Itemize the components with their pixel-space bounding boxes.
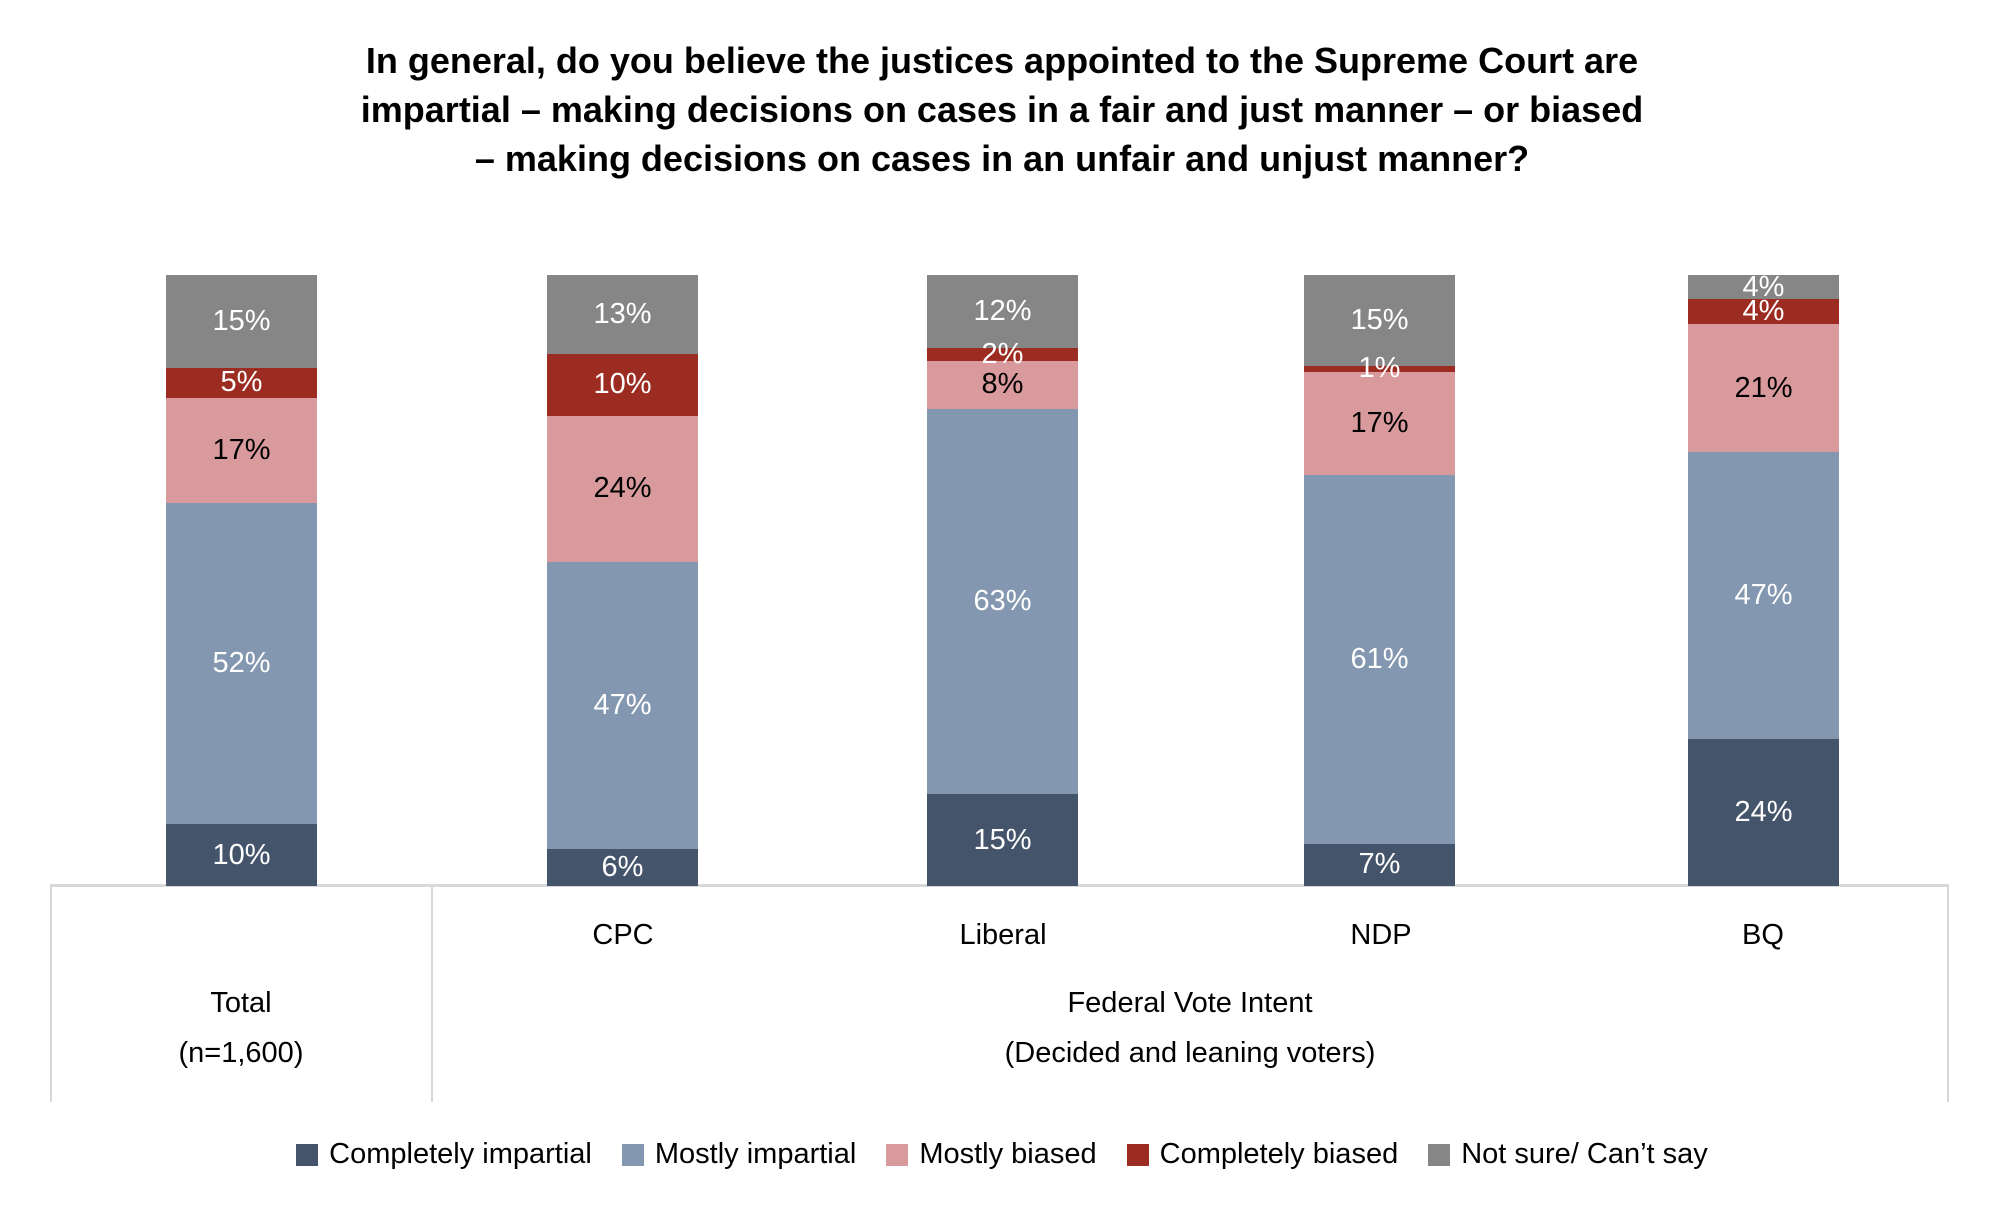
bar-segment-not-sure-can-t-say: 15%: [1304, 275, 1455, 366]
category-label-liberal: Liberal: [959, 919, 1047, 951]
bar-segment-mostly-impartial: 47%: [547, 562, 698, 850]
bar-bq: 4% 4% 21% 47% 24%: [1688, 270, 1839, 886]
segment-data-label: 2%: [981, 337, 1024, 370]
segment-data-label: 63%: [973, 585, 1032, 618]
segment-data-label: 21%: [1734, 371, 1793, 404]
segment-data-label: 4%: [1742, 295, 1785, 328]
legend-label: Not sure/ Can’t say: [1461, 1138, 1708, 1170]
legend-label: Completely biased: [1159, 1138, 1399, 1170]
group-label-total-line2: (n=1,600): [178, 1037, 304, 1069]
bar-segment-completely-impartial: 6%: [547, 849, 698, 886]
legend-label: Completely impartial: [329, 1138, 592, 1170]
segment-data-label: 17%: [1350, 406, 1409, 439]
bar-segment-not-sure-can-t-say: 12%: [927, 275, 1078, 349]
chart-title-line-1: In general, do you believe the justices …: [365, 40, 1639, 81]
segment-data-label: 10%: [212, 838, 271, 871]
bar-segment-completely-biased: 10%: [547, 354, 698, 416]
legend-swatch-icon: [886, 1143, 909, 1166]
segment-data-label: 15%: [973, 823, 1032, 856]
segment-data-label: 5%: [220, 366, 263, 399]
segment-data-label: 17%: [212, 434, 271, 467]
bar-segment-not-sure-can-t-say: 15%: [166, 275, 317, 368]
bar-segment-not-sure-can-t-say: 13%: [547, 275, 698, 355]
bar-segment-completely-biased: 2%: [927, 339, 1078, 368]
bar-ndp: 15% 1% 17% 61% 7%: [1304, 275, 1455, 886]
legend-swatch-icon: [1428, 1143, 1451, 1166]
bar-segment-mostly-impartial: 63%: [927, 409, 1078, 795]
category-label-cpc: CPC: [592, 919, 654, 951]
segment-data-label: 15%: [1350, 303, 1409, 336]
bar-segment-completely-biased: 1%: [1304, 354, 1455, 383]
legend-swatch-icon: [296, 1143, 319, 1166]
axis-table-left-border: [50, 887, 52, 1102]
bar-segment-mostly-biased: 21%: [1688, 323, 1839, 453]
segment-data-label: 47%: [593, 689, 652, 722]
segment-data-label: 6%: [601, 851, 644, 884]
segment-data-label: 61%: [1350, 642, 1409, 675]
segment-data-label: 13%: [593, 298, 652, 331]
bar-liberal: 12% 2% 8% 63% 15%: [927, 275, 1078, 886]
bar-segment-not-sure-can-t-say: 4%: [1688, 270, 1839, 303]
segment-data-label: 4%: [1742, 270, 1785, 303]
segment-data-label: 15%: [212, 304, 271, 337]
segment-data-label: 52%: [212, 647, 271, 680]
chart-title: In general, do you believe the justices …: [0, 36, 2004, 183]
segment-data-label: 8%: [981, 368, 1024, 401]
bar-segment-mostly-impartial: 47%: [1688, 452, 1839, 740]
legend-item-not-sure-can-t-say: Not sure/ Can’t say: [1428, 1140, 1708, 1169]
legend-item-mostly-biased: Mostly biased: [886, 1138, 1097, 1170]
legend-item-completely-impartial: Completely impartial: [296, 1140, 592, 1169]
group-label-federal-vote-intent: Federal Vote Intent (Decided and leaning…: [1005, 978, 1376, 1078]
bar-segment-completely-biased: 5%: [166, 366, 317, 399]
segment-data-label: 7%: [1358, 848, 1401, 881]
segment-data-label: 1%: [1358, 352, 1401, 385]
bar-segment-completely-biased: 4%: [1688, 295, 1839, 328]
group-label-federal-line1: Federal Vote Intent: [1067, 987, 1313, 1019]
axis-table-middle-divider: [431, 887, 433, 1102]
category-label-ndp: NDP: [1350, 919, 1412, 951]
segment-data-label: 12%: [973, 295, 1032, 328]
segment-data-label: 24%: [593, 472, 652, 505]
bar-segment-mostly-biased: 17%: [1304, 371, 1455, 475]
legend-swatch-icon: [621, 1143, 644, 1166]
bar-segment-completely-impartial: 15%: [927, 794, 1078, 886]
bar-segment-mostly-biased: 17%: [166, 398, 317, 504]
bar-segment-completely-impartial: 7%: [1304, 843, 1455, 886]
axis-table-right-border: [1947, 887, 1949, 1102]
category-label-bq: BQ: [1742, 919, 1784, 951]
legend-item-mostly-impartial: Mostly impartial: [621, 1138, 857, 1170]
bar-segment-completely-impartial: 24%: [1688, 739, 1839, 886]
legend-item-completely-biased: Completely biased: [1126, 1138, 1399, 1170]
legend: Completely impartial Mostly impartial Most…: [0, 1140, 2004, 1169]
segment-data-label: 47%: [1734, 579, 1793, 612]
bar-segment-mostly-biased: 24%: [547, 415, 698, 563]
group-label-federal-line2: (Decided and leaning voters): [1004, 1037, 1376, 1069]
bar-cpc: 13% 10% 24% 47% 6%: [547, 275, 698, 886]
legend-swatch-icon: [1126, 1143, 1149, 1166]
bar-segment-completely-impartial: 10%: [166, 824, 317, 886]
bar-segment-mostly-biased: 8%: [927, 360, 1078, 410]
bar-segment-mostly-impartial: 52%: [166, 503, 317, 825]
group-label-total: Total (n=1,600): [179, 978, 304, 1078]
bar-total: 15% 5% 17% 52% 10%: [166, 275, 317, 886]
group-label-total-line1: Total: [210, 987, 272, 1019]
legend-label: Mostly impartial: [654, 1138, 857, 1170]
segment-data-label: 10%: [593, 368, 652, 401]
chart-title-line-3: – making decisions on cases in an unfair…: [474, 138, 1530, 179]
legend-label: Mostly biased: [919, 1138, 1097, 1170]
segment-data-label: 24%: [1734, 796, 1793, 829]
bar-segment-mostly-impartial: 61%: [1304, 474, 1455, 844]
chart-title-line-2: impartial – making decisions on cases in…: [360, 89, 1644, 130]
